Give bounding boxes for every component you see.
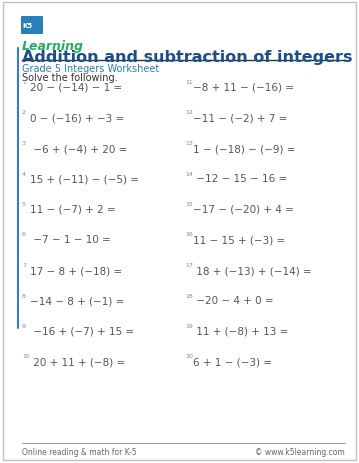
Text: 19: 19 xyxy=(185,323,193,328)
Text: 2: 2 xyxy=(22,110,26,115)
Text: 17 − 8 + (−18) =: 17 − 8 + (−18) = xyxy=(30,265,122,275)
Text: 15: 15 xyxy=(185,201,193,206)
Text: 15 + (−11) − (−5) =: 15 + (−11) − (−5) = xyxy=(30,174,139,184)
Text: −8 + 11 − (−16) =: −8 + 11 − (−16) = xyxy=(193,83,294,93)
Text: © www.k5learning.com: © www.k5learning.com xyxy=(255,447,345,456)
Text: 20: 20 xyxy=(185,354,193,359)
Text: 10: 10 xyxy=(22,354,30,359)
Text: K5: K5 xyxy=(22,23,32,29)
Text: 20 − (−14) − 1 =: 20 − (−14) − 1 = xyxy=(30,83,122,93)
Text: 5: 5 xyxy=(22,201,26,206)
Text: Learning: Learning xyxy=(22,40,84,53)
Text: 9: 9 xyxy=(22,323,26,328)
Text: 12: 12 xyxy=(185,110,193,115)
Text: 6: 6 xyxy=(22,232,26,237)
Text: Grade 5 Integers Worksheet: Grade 5 Integers Worksheet xyxy=(22,64,159,74)
Text: 0 − (−16) + −3 =: 0 − (−16) + −3 = xyxy=(30,113,124,123)
Text: −7 − 1 − 10 =: −7 − 1 − 10 = xyxy=(30,235,111,245)
Text: −11 − (−2) + 7 =: −11 − (−2) + 7 = xyxy=(193,113,287,123)
Text: 11 − 15 + (−3) =: 11 − 15 + (−3) = xyxy=(193,235,285,245)
Text: 4: 4 xyxy=(22,171,26,176)
Text: 14: 14 xyxy=(185,171,193,176)
Text: 8: 8 xyxy=(22,293,26,298)
Text: −14 − 8 + (−1) =: −14 − 8 + (−1) = xyxy=(30,296,124,306)
Text: 3: 3 xyxy=(22,141,26,146)
Text: −17 − (−20) + 4 =: −17 − (−20) + 4 = xyxy=(193,205,294,214)
FancyBboxPatch shape xyxy=(21,17,43,35)
Text: Solve the following.: Solve the following. xyxy=(22,73,118,83)
Text: 11 + (−8) + 13 =: 11 + (−8) + 13 = xyxy=(193,326,288,336)
Text: Online reading & math for K-5: Online reading & math for K-5 xyxy=(22,447,137,456)
Text: 20 + 11 + (−8) =: 20 + 11 + (−8) = xyxy=(30,357,125,367)
Text: 18 + (−13) + (−14) =: 18 + (−13) + (−14) = xyxy=(193,265,312,275)
Text: 7: 7 xyxy=(22,263,26,268)
Text: −16 + (−7) + 15 =: −16 + (−7) + 15 = xyxy=(30,326,134,336)
Text: 11: 11 xyxy=(185,80,193,85)
Text: −12 − 15 − 16 =: −12 − 15 − 16 = xyxy=(193,174,287,184)
Text: Addition and subtraction of integers: Addition and subtraction of integers xyxy=(22,50,353,65)
Text: 1 − (−18) − (−9) =: 1 − (−18) − (−9) = xyxy=(193,144,295,154)
Text: −6 + (−4) + 20 =: −6 + (−4) + 20 = xyxy=(30,144,127,154)
Text: 1: 1 xyxy=(22,80,26,85)
Text: −20 − 4 + 0 =: −20 − 4 + 0 = xyxy=(193,296,274,306)
Text: 17: 17 xyxy=(185,263,193,268)
Text: 13: 13 xyxy=(185,141,193,146)
Text: 11 − (−7) + 2 =: 11 − (−7) + 2 = xyxy=(30,205,116,214)
Text: 18: 18 xyxy=(185,293,193,298)
Text: 6 + 1 − (−3) =: 6 + 1 − (−3) = xyxy=(193,357,272,367)
Text: 16: 16 xyxy=(185,232,193,237)
